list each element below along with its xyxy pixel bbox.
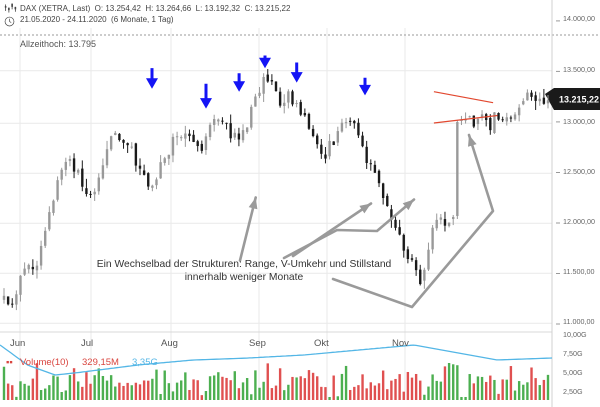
svg-text:13.215,22: 13.215,22	[559, 95, 599, 105]
